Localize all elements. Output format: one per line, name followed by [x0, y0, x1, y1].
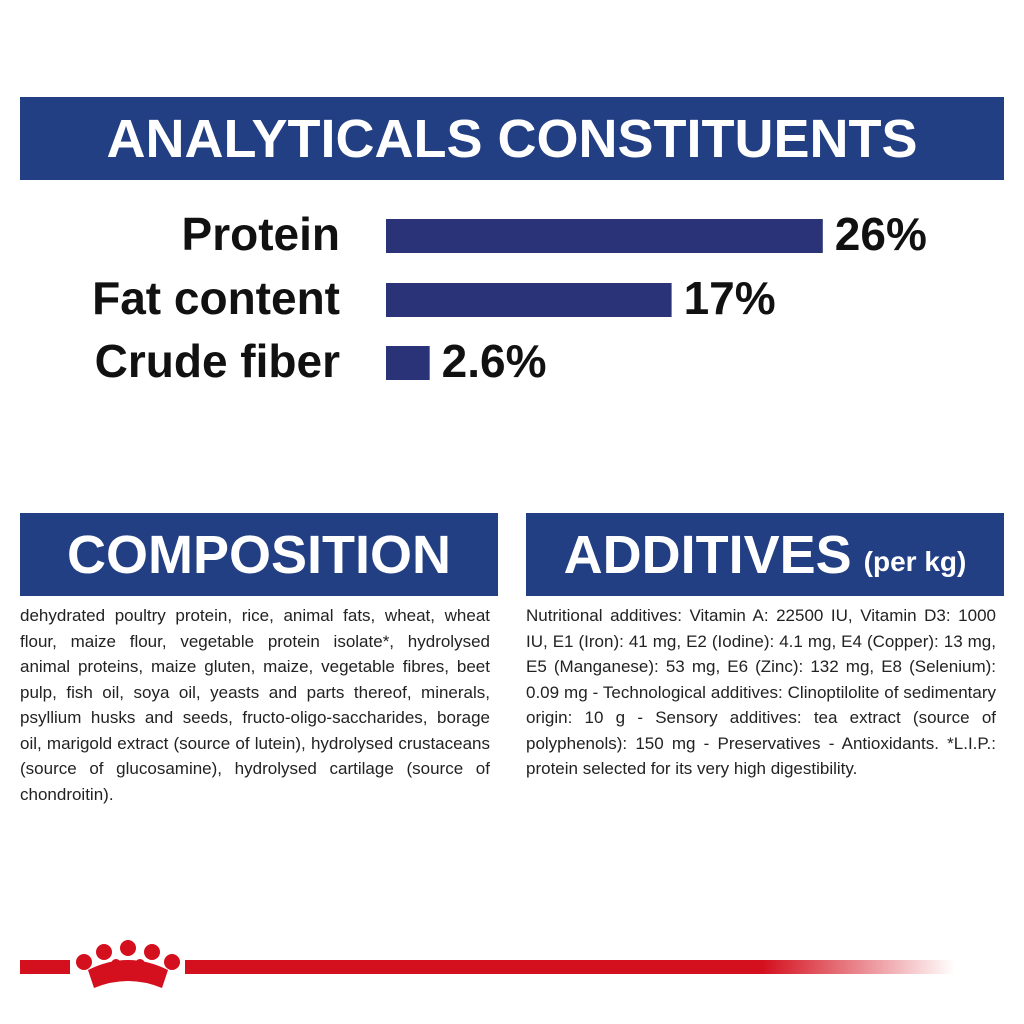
bar [386, 346, 430, 380]
composition-text: dehydrated poultry protein, rice, animal… [20, 606, 490, 804]
bar [386, 283, 672, 317]
crown-logo [76, 940, 180, 988]
composition-title: COMPOSITION [66, 524, 451, 585]
title-banner: ANALYTICALS CONSTITUENTS [20, 97, 1004, 180]
additives-subtitle: (per kg) [863, 545, 967, 577]
chart: Protein 26% Fat content 17% Crude fiber 2.6% [92, 208, 927, 387]
additives-text: Nutritional additives: Vitamin A: 22500 … [526, 606, 996, 778]
value-label: 17% [684, 272, 776, 324]
bar [386, 219, 823, 253]
title: ANALYTICALS CONSTITUENTS [106, 108, 918, 169]
additives-banner: ADDITIVES (per kg) [526, 513, 1004, 596]
category-label: Protein [182, 208, 340, 260]
brand-line-left [20, 960, 70, 974]
value-label: 26% [835, 208, 927, 260]
value-label: 2.6% [442, 335, 547, 387]
composition-banner: COMPOSITION [20, 513, 498, 596]
category-label: Fat content [92, 272, 340, 324]
brand-line [185, 960, 955, 974]
additives-title: ADDITIVES [563, 524, 852, 585]
category-label: Crude fiber [95, 335, 340, 387]
footer-brand [20, 940, 955, 988]
